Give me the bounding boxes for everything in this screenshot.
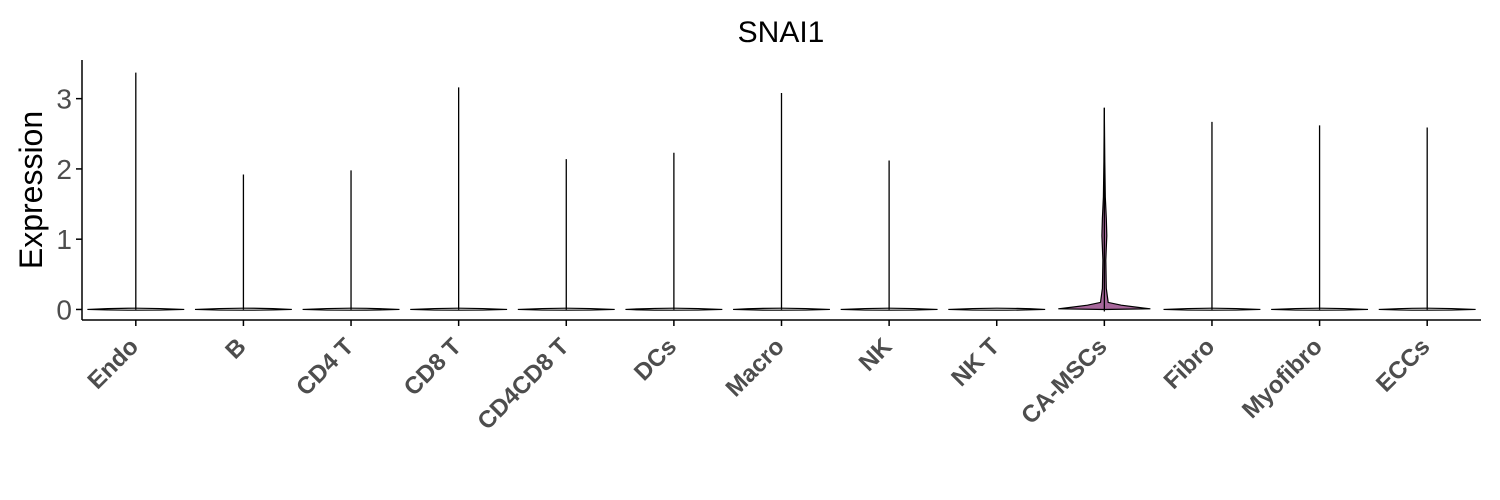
x-tick-label: ECCs	[1371, 333, 1435, 397]
y-tick-label: 2	[56, 154, 72, 185]
x-tick-label: B	[220, 333, 251, 364]
x-tick-label: DCs	[629, 333, 682, 386]
y-axis-label: Expression	[13, 111, 49, 269]
chart-title: SNAI1	[738, 16, 825, 49]
x-tick-label: NK	[854, 333, 898, 377]
violin-shape	[948, 307, 1046, 311]
x-tick-label: CA-MSCs	[1016, 333, 1112, 429]
x-tick-label: Fibro	[1159, 333, 1221, 395]
x-tick-label: CD4CD8 T	[472, 333, 574, 435]
x-tick-label: Macro	[721, 333, 790, 402]
x-tick-label: CD8 T	[399, 333, 467, 401]
y-tick-label: 3	[56, 84, 72, 115]
x-tick-label: Endo	[83, 333, 145, 395]
x-tick-label: CD4 T	[291, 333, 359, 401]
y-tick-label: 0	[56, 294, 72, 325]
x-tick-label: Myofibro	[1237, 333, 1328, 424]
y-tick-label: 1	[56, 224, 72, 255]
x-tick-label: NK T	[946, 333, 1005, 392]
